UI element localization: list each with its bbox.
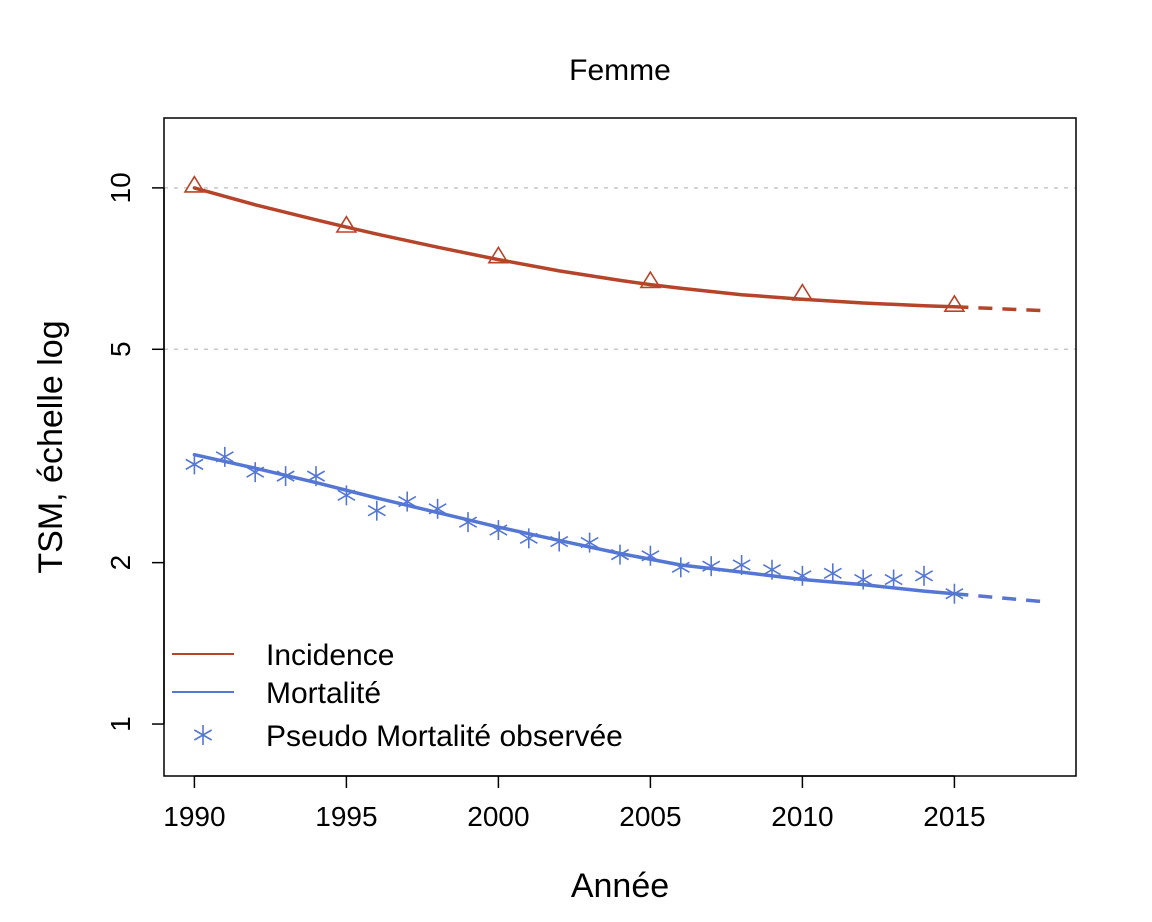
point-pseudo-mortalite-1995 (337, 485, 356, 506)
series-layer (192, 186, 1046, 604)
y-axis-title: TSM, échelle log (32, 320, 70, 573)
x-axis: 1990 1995 2000 2005 2010 2015 (163, 775, 986, 832)
legend-label-mortalite: Mortalité (266, 677, 381, 710)
point-pseudo-mortalite-2006 (671, 557, 690, 578)
point-pseudo-mortalite-2008 (732, 554, 751, 575)
point-incidence-2005 (639, 270, 662, 289)
x-tick-label-2010: 2010 (771, 801, 833, 832)
point-incidence-2015 (943, 294, 966, 313)
point-pseudo-mortalite-2004 (610, 544, 630, 565)
x-axis-title: Année (571, 867, 669, 905)
point-pseudo-mortalite-1998 (428, 498, 447, 519)
y-tick-label-10: 10 (105, 172, 136, 203)
y-tick-label-2: 2 (105, 555, 136, 571)
legend: Incidence Mortalité Pseudo Mortalité obs… (172, 639, 623, 753)
x-tick-label-2000: 2000 (467, 801, 529, 832)
point-incidence-1995 (335, 215, 358, 233)
series-projection-incidence (954, 305, 1046, 313)
point-incidence-2010 (791, 283, 814, 301)
point-pseudo-mortalite-1992 (246, 462, 265, 483)
point-pseudo-mortalite-1991 (215, 446, 234, 467)
point-pseudo-mortalite-2002 (550, 531, 569, 552)
y-tick-label-1: 1 (105, 716, 136, 732)
chart-title: Femme (569, 54, 671, 87)
point-pseudo-mortalite-2007 (702, 556, 721, 577)
point-pseudo-mortalite-1990 (185, 454, 204, 475)
point-pseudo-mortalite-1997 (398, 491, 417, 512)
y-axis: 1 2 5 10 (105, 172, 165, 732)
series-line-mortalite (192, 452, 957, 596)
gridlines (164, 187, 1076, 351)
point-pseudo-mortalite-1994 (306, 466, 326, 487)
series-projection-mortalite (954, 591, 1046, 604)
y-tick-label-5: 5 (105, 341, 136, 357)
legend-label-pseudo-mortalite: Pseudo Mortalité observée (266, 720, 623, 753)
point-pseudo-mortalite-2013 (884, 569, 903, 590)
marker-layer (183, 175, 966, 604)
point-pseudo-mortalite-2010 (793, 565, 812, 586)
point-pseudo-mortalite-2001 (519, 528, 538, 549)
point-pseudo-mortalite-2000 (489, 520, 508, 541)
point-incidence-1990 (183, 175, 206, 193)
point-incidence-2000 (487, 245, 510, 264)
legend-asterisk (193, 725, 213, 745)
point-pseudo-mortalite-2005 (641, 545, 660, 566)
legend-swatch-pseudo-mortalite (193, 725, 213, 745)
point-pseudo-mortalite-1993 (276, 466, 295, 487)
x-tick-label-1995: 1995 (315, 801, 377, 832)
point-pseudo-mortalite-1999 (458, 512, 478, 533)
point-pseudo-mortalite-2003 (580, 532, 599, 553)
legend-label-incidence: Incidence (266, 639, 394, 672)
x-tick-label-2015: 2015 (923, 801, 985, 832)
x-tick-label-2005: 2005 (619, 801, 681, 832)
point-pseudo-mortalite-1996 (367, 500, 386, 521)
series-line-incidence (192, 186, 957, 309)
point-pseudo-mortalite-2014 (914, 565, 934, 586)
point-pseudo-mortalite-2015 (945, 583, 964, 604)
point-pseudo-mortalite-2009 (762, 559, 782, 580)
point-pseudo-mortalite-2011 (823, 563, 842, 584)
point-pseudo-mortalite-2012 (854, 569, 873, 590)
x-tick-label-1990: 1990 (163, 801, 225, 832)
